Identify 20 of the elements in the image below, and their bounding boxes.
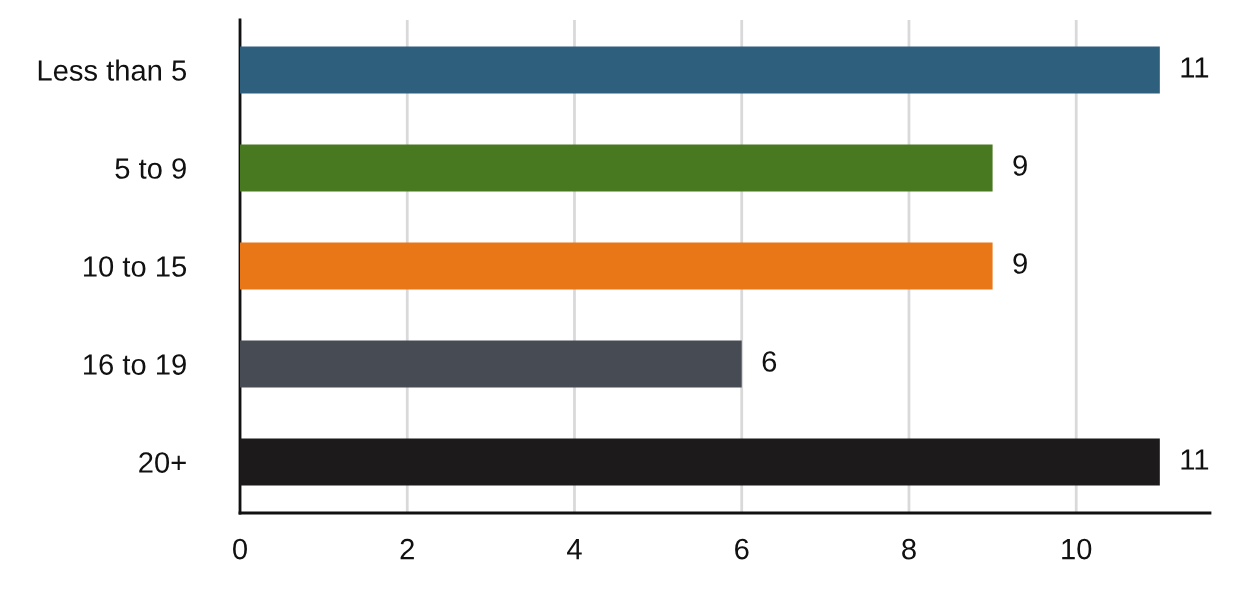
y-tick-label: 20+: [139, 452, 186, 473]
data-label: 11: [1181, 449, 1209, 470]
x-tick-label: 2: [400, 538, 414, 560]
x-tick-label: 6: [735, 538, 749, 560]
data-label: 9: [1013, 253, 1027, 274]
data-label: 9: [1013, 155, 1027, 176]
y-tick-label: 5 to 9: [115, 158, 186, 179]
bar: [240, 242, 993, 290]
bar: [240, 144, 993, 192]
y-tick-label: Less than 5: [38, 59, 187, 81]
y-tick-label: 16 to 19: [84, 354, 186, 375]
x-tick-label: 8: [902, 538, 916, 560]
bar: [240, 340, 742, 388]
x-tick-label: 4: [567, 539, 582, 560]
x-tick-label: 10: [1062, 538, 1092, 560]
data-label: 11: [1181, 57, 1209, 78]
x-tick-label: 0: [233, 538, 247, 560]
bar: [240, 46, 1160, 94]
y-tick-label: 10 to 15: [84, 256, 187, 277]
data-label: 6: [762, 351, 777, 372]
